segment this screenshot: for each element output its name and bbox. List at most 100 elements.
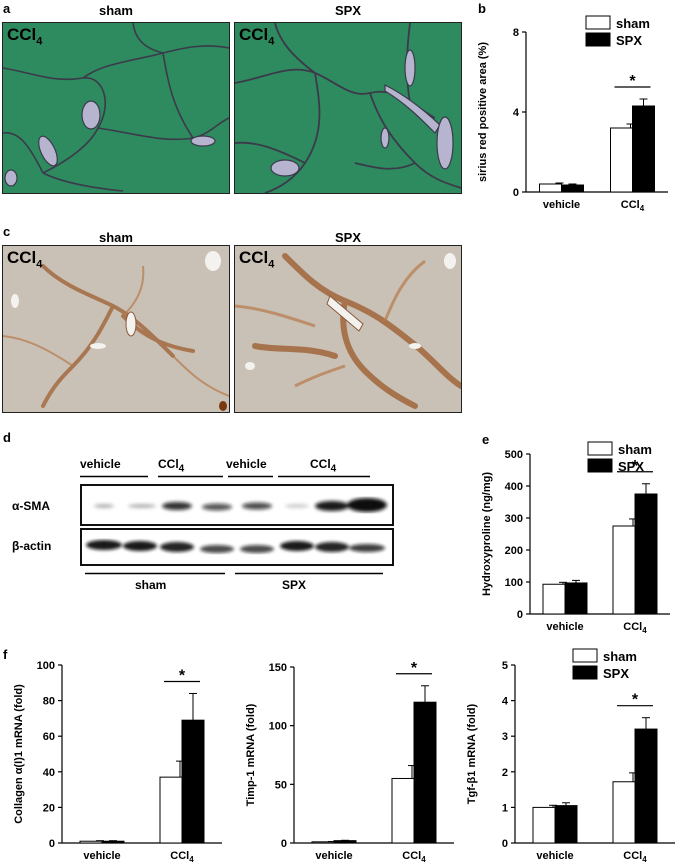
y-tick-label: 60 [43,731,55,743]
panel-label-f: f [3,647,8,662]
y-tick-label: 300 [505,513,523,525]
bar-sham-0 [532,806,556,844]
y-tick-label: 5 [502,660,508,672]
lane-group-ccl4-sham: CCl4 [158,457,185,475]
y-tick-label: 400 [505,481,523,493]
significance-star: * [632,458,639,475]
bottom-group-sham: sham [135,578,167,592]
ccl4-overlay-label: CCl4 [239,248,275,271]
chart-f-timp1: Timp-1 mRNA (fold) 0 50 100 150 vehicle CCl4 * [245,660,454,864]
significance-star: * [632,692,639,709]
chart-b-sirius-red: sirius red positive area (%) 0 4 8 vehicle CC… [477,15,668,213]
x-tick-label-1: CCl4 [402,850,426,864]
y-axis-label: Timp-1 mRNA (fold) [245,703,257,806]
lane-group-vehicle-sham: vehicle [80,457,121,471]
legend-swatch-spx [585,32,611,47]
chart-f-collagen: Collagen α(I)1 mRNA (fold) 0 20 40 60 80 100 ve… [13,660,222,864]
legend-label-spx: SPX [603,666,629,681]
bar-spx-1 [632,105,655,193]
ccl4-overlay-label: CCl4 [7,25,43,48]
alpha-sma-ihc-image-spx: CCl4 [234,245,462,413]
bar-sham-1 [391,777,415,844]
panel-a-title-sham: sham [99,3,133,18]
x-tick-label-0: vehicle [315,850,352,862]
y-tick-label: 0 [517,609,523,621]
lane-group-lines [80,475,370,478]
significance-star: * [629,73,636,90]
bar-spx-1 [634,728,658,844]
y-tick-label: 50 [275,779,287,791]
legend-swatch-sham [587,441,613,456]
bar-spx-0 [561,184,584,193]
bar-spx-1 [413,701,437,844]
y-tick-label: 500 [505,449,523,461]
x-tick-label-0: vehicle [536,850,573,862]
y-axis-label: Tgf-β1 mRNA (fold) [466,703,478,804]
y-axis-label: sirius red positive area (%) [477,42,489,182]
y-tick-label: 4 [502,696,509,708]
legend-label-spx: SPX [616,33,642,48]
y-tick-label: 4 [513,107,520,119]
y-axis-label: Collagen α(I)1 mRNA (fold) [13,684,25,824]
legend-swatch-spx [572,665,598,680]
chart-e-hydroxyproline: Hydroxyproline (ng/mg) 0 100 200 300 400 500 ve… [481,441,670,635]
ccl4-overlay-label: CCl4 [7,248,43,271]
bar-spx-1 [181,719,205,844]
significance-star: * [411,660,418,677]
ccl4-overlay-label: CCl4 [239,25,275,48]
y-tick-label: 0 [502,838,508,850]
y-tick-label: 200 [505,545,523,557]
y-tick-label: 0 [49,838,55,850]
bar-sham-0 [79,840,103,844]
panel-label-d: d [3,430,11,445]
y-tick-label: 100 [269,721,287,733]
y-tick-label: 80 [43,696,55,708]
y-tick-label: 1 [502,802,508,814]
panel-a-title-spx: SPX [334,3,361,18]
panel-c-title-sham: sham [99,230,133,245]
legend-swatch-sham [572,648,598,663]
y-tick-label: 2 [502,767,508,779]
bar-spx-0 [564,582,588,615]
x-tick-label-0: vehicle [546,621,583,633]
panel-label-e: e [482,432,490,447]
legend-label-sham: sham [616,16,650,31]
y-tick-label: 8 [513,27,519,39]
y-tick-label: 20 [43,802,55,814]
x-tick-label-0: vehicle [543,199,580,211]
x-tick-label-1: CCl4 [621,199,645,213]
lane-group-ccl4-spx: CCl4 [310,457,337,475]
bar-sham-0 [539,183,562,193]
y-tick-label: 100 [505,577,523,589]
x-tick-label-1: CCl4 [623,850,647,864]
y-tick-label: 3 [502,731,508,743]
blot-beta-actin [80,528,394,566]
alpha-sma-ihc-image-sham: CCl4 [2,245,230,413]
bar-sham-0 [311,841,335,844]
blot-row-label-alpha-sma: α-SMA [12,499,51,513]
bar-sham-0 [542,583,566,615]
x-tick-label-1: CCl4 [623,621,647,635]
y-tick-label: 0 [281,838,287,850]
bar-sham-1 [612,525,636,615]
panel-label-c: c [3,224,11,239]
chart-f-tgfb1: Tgf-β1 mRNA (fold) 0 1 2 3 4 5 vehicle CCl4 * sham… [466,648,675,864]
panel-label-a: a [3,1,11,16]
bar-sham-1 [610,127,633,193]
legend-label-sham: sham [618,442,652,457]
bar-spx-1 [634,493,658,615]
sirius-red-image-sham: CCl4 [2,22,230,194]
significance-star: * [179,667,186,684]
y-tick-label: 40 [43,767,55,779]
y-tick-label: 150 [269,662,287,674]
legend-swatch-spx [587,458,613,473]
sirius-red-image-spx: CCl4 [234,22,462,194]
legend-label-spx: SPX [618,459,644,474]
legend-swatch-sham [585,15,611,30]
panel-label-b: b [478,1,486,16]
y-tick-label: 100 [37,660,55,672]
bar-sham-1 [612,781,636,844]
lane-group-vehicle-spx: vehicle [226,457,267,471]
blot-row-label-beta-actin: β-actin [12,539,52,553]
panel-c-title-spx: SPX [334,230,361,245]
